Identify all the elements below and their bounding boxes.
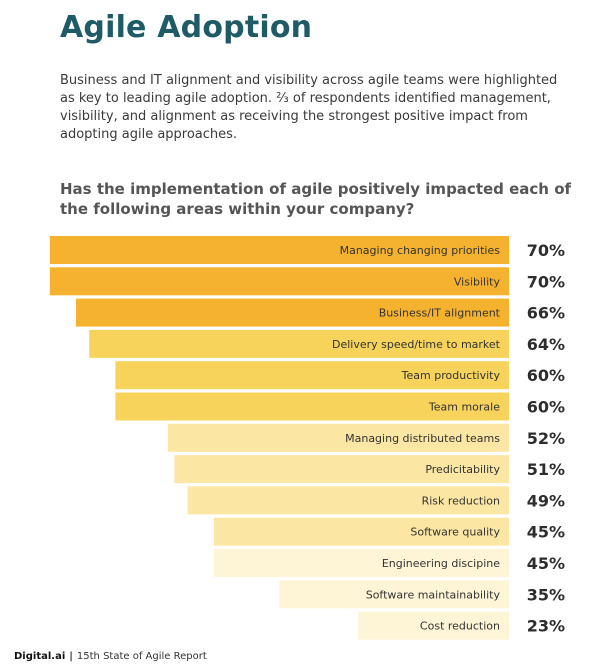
intro-paragraph: Business and IT alignment and visibility… [60,73,558,142]
bar-category-label: Team morale [428,401,500,414]
bar [213,549,510,577]
bar-value-label: 23% [527,617,565,636]
bar [174,455,509,484]
bar [187,486,509,515]
bar [167,423,509,452]
bar-value-label: 45% [527,554,565,573]
bar-value-label: 64% [527,335,565,354]
footer: Digital.ai | 15th State of Agile Report [14,651,207,662]
footer-separator: | [69,651,73,662]
survey-question: Has the implementation of agile positive… [60,180,572,218]
bar [115,392,510,421]
bar-category-label: Software quality [410,526,500,539]
bar-value-label: 60% [527,398,565,417]
bar-value-label: 60% [527,366,565,385]
bar [358,611,509,640]
bar [76,298,509,327]
bar [49,236,510,264]
bar-value-label: 70% [527,272,565,291]
bar-category-label: Predicitability [425,463,500,476]
bar-value-label: 66% [527,304,565,323]
bar-value-label: 35% [527,585,565,604]
bar [89,329,509,358]
bar-value-label: 49% [527,491,565,510]
bar-category-label: Cost reduction [420,620,500,633]
bar [213,517,510,546]
bar-category-label: Managing changing priorities [340,244,501,257]
bar-value-label: 52% [527,429,565,448]
bar-category-label: Software maintainability [366,588,501,601]
impact-bar-chart: Managing changing priorities 70% Visibilit… [49,236,565,640]
bar-category-label: Visibility [454,275,501,288]
bar [115,361,510,390]
bar-category-label: Delivery speed/time to market [332,338,501,351]
bar [279,580,509,609]
bar-category-label: Team productivity [401,369,501,382]
bar-category-label: Managing distributed teams [345,432,500,445]
report-name: 15th State of Agile Report [76,651,207,662]
bar-value-label: 51% [527,460,565,479]
bar-category-label: Business/IT alignment [379,307,501,320]
bar-category-label: Engineering discipine [382,557,500,570]
bar-value-label: 45% [527,523,565,542]
page-title: Agile Adoption [60,10,313,45]
bar-category-label: Risk reduction [422,494,500,507]
brand-logo-text: Digital.ai [14,651,66,662]
bar [49,267,510,296]
bar-value-label: 70% [527,241,565,260]
